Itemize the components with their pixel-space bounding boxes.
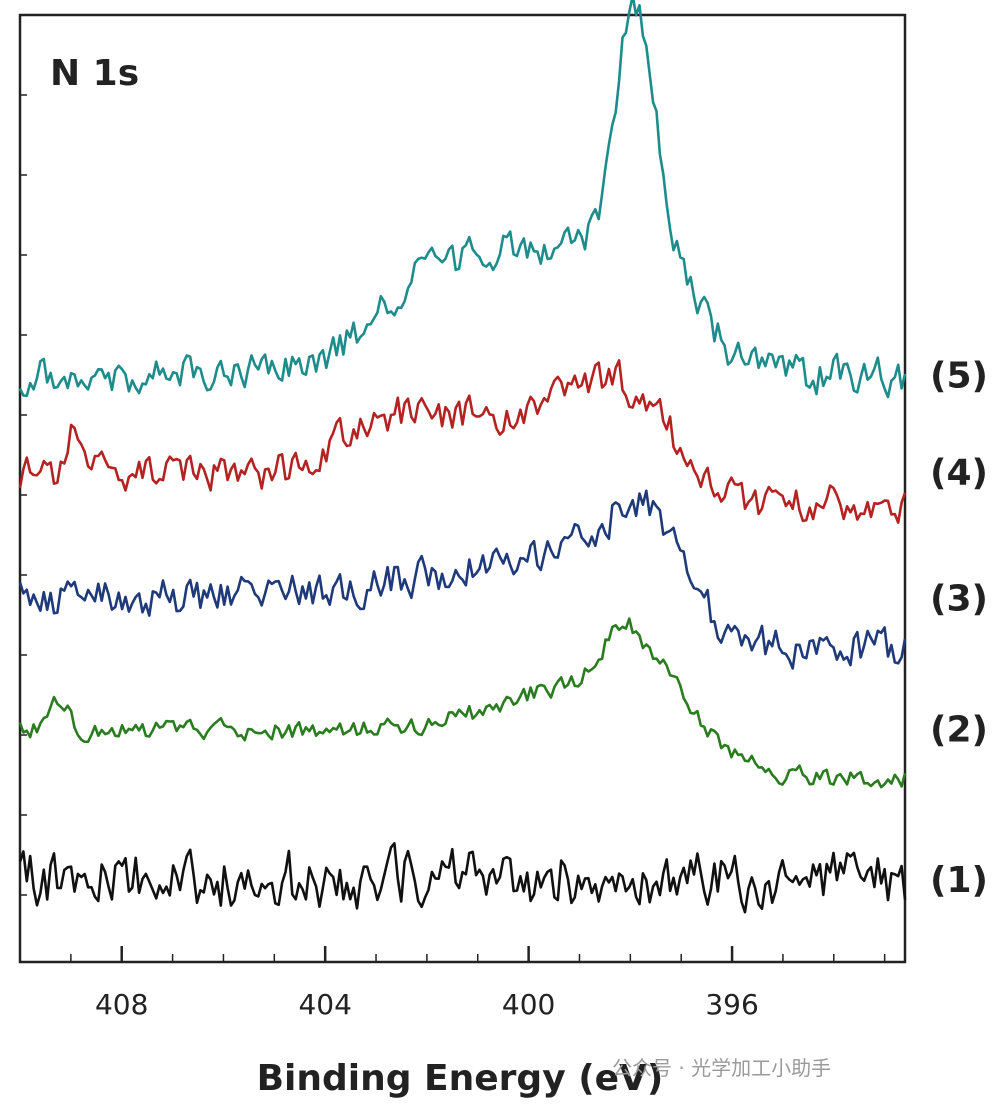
series-line-5 (18, 0, 907, 399)
series-label-4: (4) (930, 453, 988, 494)
series-label-2: (2) (930, 710, 988, 751)
series-label-3: (3) (930, 579, 988, 620)
x-axis-label: Binding Energy (eV) (257, 1058, 664, 1099)
series-line-4 (18, 359, 907, 524)
series-line-1 (18, 842, 907, 914)
watermark: 公众号 · 光学加工小助手 (612, 1056, 832, 1080)
x-tick-label: 400 (502, 988, 555, 1021)
x-tick-label: 396 (705, 988, 758, 1021)
series-line-2 (18, 617, 907, 789)
plot-frame (18, 13, 907, 964)
x-tick-label: 408 (95, 988, 148, 1021)
series-label-5: (5) (930, 356, 988, 397)
x-tick-label: 404 (298, 988, 351, 1021)
chart-title: N 1s (50, 53, 139, 94)
series-line-3 (18, 489, 907, 670)
series-label-1: (1) (930, 860, 988, 901)
